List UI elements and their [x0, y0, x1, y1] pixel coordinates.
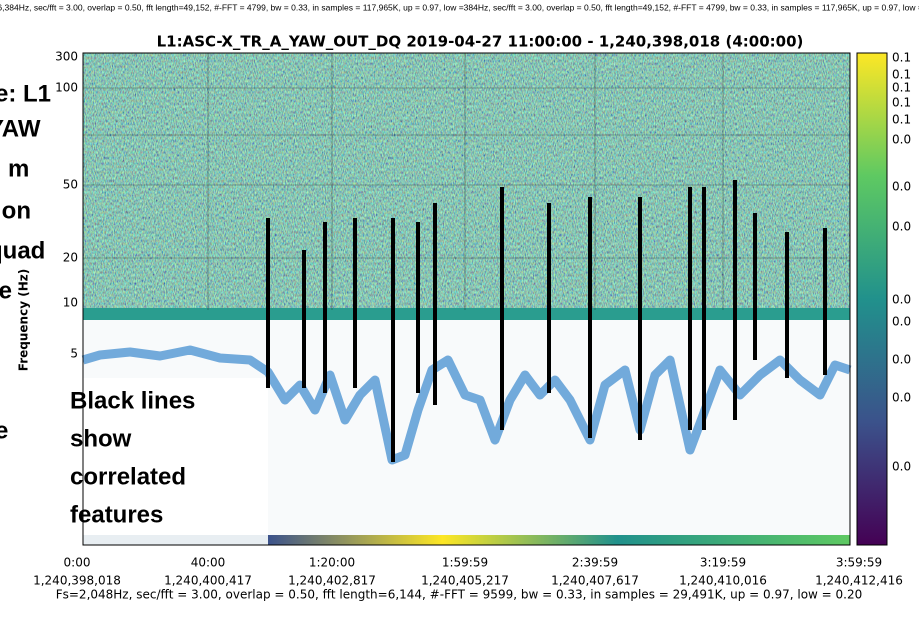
- left-clipped-text: ion: [0, 197, 31, 224]
- annotation: Black lines: [70, 387, 195, 414]
- x-tick-label: 1:59:59: [442, 556, 488, 570]
- left-clipped-text: YAW: [0, 115, 41, 142]
- colorbar-tick-label: 0.0: [892, 391, 911, 405]
- left-clipped-text: le: [0, 277, 12, 304]
- x-tick-label: 0:00: [64, 556, 91, 570]
- feature-lines: [266, 180, 827, 462]
- x-tick-label: 3:59:59: [836, 556, 882, 570]
- annotation: features: [70, 501, 163, 528]
- colorbar: [856, 52, 888, 546]
- colorbar-tick-label: 0.1: [892, 81, 911, 95]
- annotation: show: [70, 425, 132, 452]
- colorbar-tick-label: 0.0: [892, 220, 911, 234]
- grid: [83, 53, 850, 310]
- x-tick-gps: 1,240,400,417: [164, 574, 252, 588]
- left-clipped-text: e: [0, 417, 8, 444]
- y-tick-label: 300: [55, 50, 78, 64]
- bottom-strip-faded: [83, 535, 268, 545]
- left-clipped-text: m: [8, 155, 29, 182]
- y-tick-label: 50: [63, 178, 78, 192]
- colorbar-tick-label: 0.0: [892, 460, 911, 474]
- x-tick-gps: 1,240,412,416: [815, 574, 903, 588]
- y-axis-label: Frequency (Hz): [17, 269, 31, 371]
- colorbar-tick-label: 0.0: [892, 293, 911, 307]
- y-tick-label: 5: [70, 347, 78, 361]
- plot-title: L1:ASC-X_TR_A_YAW_OUT_DQ 2019-04-27 11:0…: [157, 33, 804, 51]
- x-tick-label: 2:39:59: [572, 556, 618, 570]
- y-tick-label: 20: [63, 251, 78, 265]
- x-tick-label: 1:20:00: [309, 556, 355, 570]
- text-panel: [83, 378, 268, 535]
- plot-frame: [82, 52, 851, 546]
- x-tick-gps: 1,240,410,016: [679, 574, 767, 588]
- x-tick-label: 40:00: [191, 556, 226, 570]
- bottom-params: Fs=2,048Hz, sec/fft = 3.00, overlap = 0.…: [56, 588, 863, 602]
- annotation: correlated: [70, 463, 186, 490]
- left-clipped-text: quad: [0, 237, 45, 264]
- colorbar-tick-label: 0.1: [892, 113, 911, 127]
- colorbar-tick-label: 0.0: [892, 180, 911, 194]
- colorbar-tick-label: 0.1: [892, 68, 911, 82]
- spectrogram-noise: [83, 53, 850, 310]
- colorbar-tick-label: 0.0: [892, 133, 911, 147]
- y-tick-label: 100: [55, 81, 78, 95]
- left-clipped-text: e: L1: [0, 80, 51, 107]
- x-tick-label: 3:19:59: [700, 556, 746, 570]
- x-tick-gps: 1,240,402,817: [288, 574, 376, 588]
- colorbar-tick-label: 0.0: [892, 315, 911, 329]
- colorbar-tick-label: 0.1: [892, 51, 911, 65]
- x-tick-gps: 1,240,407,617: [551, 574, 639, 588]
- teal-strip: [83, 308, 850, 320]
- x-tick-gps: 1,240,398,018: [33, 574, 121, 588]
- top-params: Fs=16,384Hz, sec/fft = 3.00, overlap = 0…: [0, 2, 919, 12]
- colorbar-tick-label: 0.0: [892, 353, 911, 367]
- trace: [81, 345, 852, 465]
- colorbar-tick-label: 0.1: [892, 96, 911, 110]
- x-tick-gps: 1,240,405,217: [421, 574, 509, 588]
- bottom-strip: [268, 535, 850, 545]
- y-tick-label: 10: [63, 296, 78, 310]
